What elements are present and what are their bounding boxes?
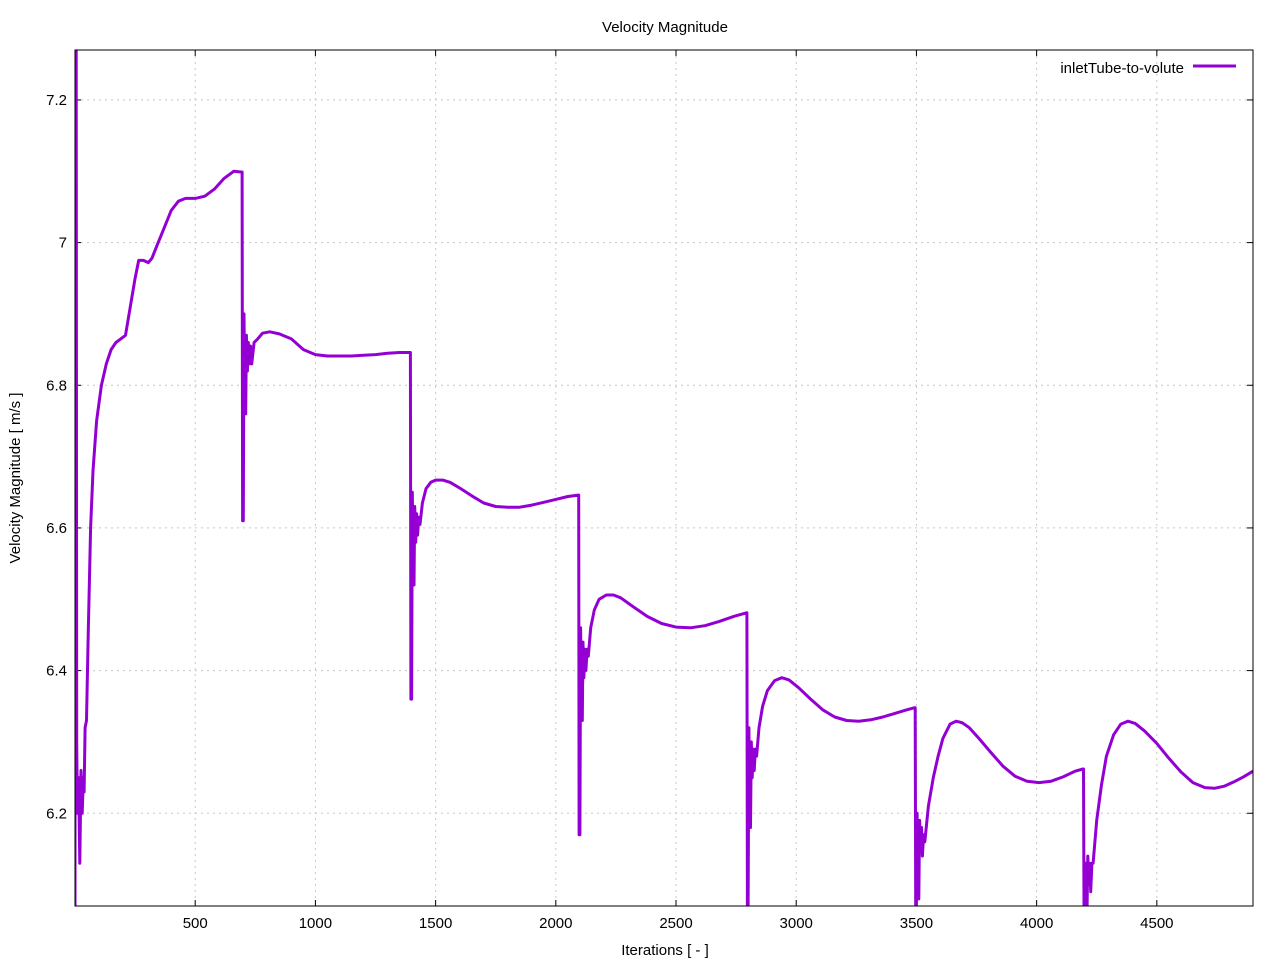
x-tick-label: 1000 [299, 915, 332, 932]
x-axis-label: Iterations [ - ] [621, 942, 709, 959]
y-tick-label: 6.4 [46, 663, 67, 680]
y-tick-label: 7 [59, 235, 67, 252]
x-tick-label: 2500 [659, 915, 692, 932]
series-line-0 [75, 50, 1253, 906]
y-axis-label: Velocity Magnitude [ m/s ] [7, 393, 24, 564]
y-tick-label: 6.8 [46, 377, 67, 394]
axis-ticks: 500 1000 1500 2000 2500 3000 3500 4000 4500 6.2 6.… [46, 50, 1253, 932]
y-tick-label: 6.6 [46, 520, 67, 537]
x-tick-label: 3000 [780, 915, 813, 932]
x-tick-label: 1500 [419, 915, 452, 932]
x-tick-label: 4500 [1140, 915, 1173, 932]
chart-title: Velocity Magnitude [602, 19, 728, 36]
x-tick-label: 2000 [539, 915, 572, 932]
y-tick-label: 6.2 [46, 805, 67, 822]
grid [75, 50, 1253, 906]
plot-frame [74, 49, 1254, 907]
legend: inletTube-to-volute [1060, 60, 1236, 77]
legend-label: inletTube-to-volute [1060, 60, 1184, 77]
series-layer [75, 50, 1253, 906]
y-tick-label: 7.2 [46, 92, 67, 109]
x-tick-label: 4000 [1020, 915, 1053, 932]
x-tick-label: 3500 [900, 915, 933, 932]
x-tick-label: 500 [183, 915, 208, 932]
